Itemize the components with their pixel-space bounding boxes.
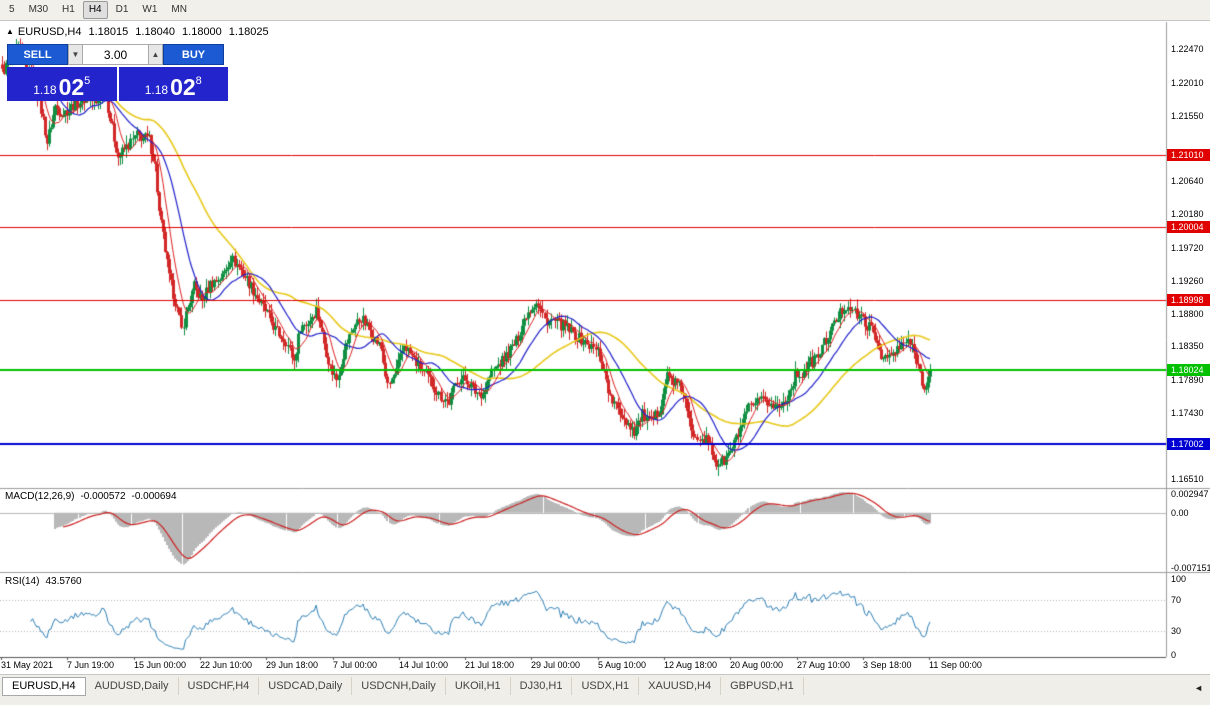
rsi-label: RSI(14): [5, 576, 40, 587]
timeframe-button-M30[interactable]: M30: [28, 4, 49, 15]
high-value: 1.18040: [135, 26, 176, 38]
chart-tab-usdchf-h4[interactable]: USDCHF,H4: [179, 677, 260, 695]
price-tick-label: 1.19260: [1171, 276, 1204, 286]
timeframe-button-MN[interactable]: MN: [171, 4, 187, 15]
price-tick-label: 1.22010: [1171, 78, 1204, 88]
time-axis-label: 29 Jul 00:00: [531, 660, 581, 670]
time-axis-label: 27 Aug 10:00: [797, 660, 851, 670]
sell-button[interactable]: SELL: [7, 44, 68, 65]
macd-main-value: -0.000572: [80, 491, 126, 502]
macd-indicator-header: MACD(12,26,9) -0.000572 -0.000694: [5, 491, 177, 502]
symbol-title: EURUSD,H4: [17, 26, 82, 38]
time-axis-label: 31 May 2021: [1, 660, 54, 670]
chart-tab-usdcad-daily[interactable]: USDCAD,Daily: [259, 677, 353, 695]
chart-tab-eurusd-h4[interactable]: EURUSD,H4: [2, 677, 86, 696]
time-axis-label: 21 Jul 18:00: [465, 660, 515, 670]
chart-symbol-header: ▲ EURUSD,H4 1.18015 1.18040 1.18000 1.18025: [6, 26, 269, 38]
price-line-badge: 1.21010: [1167, 149, 1210, 161]
time-axis-label: 22 Jun 10:00: [200, 660, 253, 670]
collapse-arrow-icon[interactable]: ▲: [6, 27, 14, 36]
price-line-badge: 1.17002: [1167, 438, 1210, 450]
rsi-axis-label: 30: [1171, 626, 1182, 636]
chart-tab-audusd-daily[interactable]: AUDUSD,Daily: [86, 677, 179, 695]
chart-tab-usdcnh-daily[interactable]: USDCNH,Daily: [352, 677, 446, 695]
buy-price-sup-digit: 8: [195, 75, 202, 87]
macd-signal-value: -0.000694: [131, 491, 177, 502]
chart-tab-dj30-h1[interactable]: DJ30,H1: [511, 677, 573, 695]
timeframe-button-H4[interactable]: H4: [82, 1, 108, 19]
chart-tab-usdx-h1[interactable]: USDX,H1: [572, 677, 640, 695]
time-axis-label: 20 Aug 00:00: [730, 660, 784, 670]
low-value: 1.18000: [182, 26, 222, 38]
close-value: 1.18025: [228, 26, 269, 38]
price-tick-label: 1.17430: [1171, 408, 1204, 418]
buy-price-prefix: 1.18: [144, 83, 169, 97]
chart-tab-xauusd-h4[interactable]: XAUUSD,H4: [639, 677, 722, 695]
buy-button[interactable]: BUY: [163, 44, 224, 65]
price-axis[interactable]: 1.22470 1.22010 1.21550 1.20640 1.20180 1.197…: [1167, 0, 1210, 672]
price-line-badge: 1.18998: [1167, 294, 1210, 306]
chart-tab-ukoil-h1[interactable]: UKOil,H1: [446, 677, 511, 695]
volume-input[interactable]: [83, 44, 148, 65]
macd-axis-label: -0.007151: [1171, 563, 1210, 573]
price-line-badge: 1.20004: [1167, 221, 1210, 233]
time-axis-label: 5 Aug 10:00: [598, 660, 647, 670]
price-line-badge: 1.18024: [1167, 364, 1210, 376]
time-axis-label: 14 Jul 10:00: [399, 660, 449, 670]
time-axis-label: 29 Jun 18:00: [266, 660, 319, 670]
price-tick-label: 1.17890: [1171, 375, 1204, 385]
price-tick-label: 1.16510: [1171, 474, 1204, 484]
price-tick-label: 1.20640: [1171, 176, 1204, 186]
time-axis-label: 7 Jun 19:00: [67, 660, 115, 670]
open-value: 1.18015: [88, 26, 129, 38]
buy-price-big-digits: 02: [170, 74, 196, 101]
price-tick-label: 1.21550: [1171, 111, 1204, 121]
chart-tabs-bar: EURUSD,H4 AUDUSD,Daily USDCHF,H4 USDCAD,Dai…: [0, 674, 1210, 705]
time-axis-label: 15 Jun 00:00: [134, 660, 187, 670]
sell-price-display[interactable]: 1.18 02 5: [7, 67, 117, 101]
time-axis-label: 7 Jul 00:00: [333, 660, 378, 670]
chart-tab-gbpusd-h1[interactable]: GBPUSD,H1: [721, 677, 804, 695]
price-tick-label: 1.22470: [1171, 44, 1204, 54]
price-tick-label: 1.20180: [1171, 209, 1204, 219]
price-tick-label: 1.19720: [1171, 243, 1204, 253]
timeframe-button-D1[interactable]: D1: [115, 4, 129, 15]
timeframe-button-5[interactable]: 5: [9, 4, 15, 15]
volume-increase-button[interactable]: ▲: [148, 44, 163, 65]
rsi-axis-label: 70: [1171, 595, 1182, 605]
time-axis-label: 12 Aug 18:00: [664, 660, 718, 670]
rsi-axis-label: 0: [1171, 650, 1177, 660]
price-tick-label: 1.18350: [1171, 341, 1204, 351]
macd-axis-label: 0.002947: [1171, 489, 1209, 499]
sell-price-sup-digit: 5: [84, 75, 91, 87]
volume-decrease-button[interactable]: ▼: [68, 44, 83, 65]
macd-axis-label: 0.00: [1171, 508, 1189, 518]
time-axis-label: 3 Sep 18:00: [863, 660, 912, 670]
timeframe-button-W1[interactable]: W1: [142, 4, 158, 15]
macd-label: MACD(12,26,9): [5, 491, 75, 502]
tab-scroll-left-icon[interactable]: ◄: [1194, 683, 1203, 693]
timeframe-toolbar: 5 M30 H1 H4 D1 W1 MN: [0, 0, 1210, 21]
rsi-value: 43.5760: [45, 576, 82, 587]
sell-price-big-digits: 02: [58, 74, 85, 101]
time-axis[interactable]: 31 May 2021 7 Jun 19:00 15 Jun 00:00 22 Jun…: [0, 660, 1166, 672]
timeframe-button-H1[interactable]: H1: [62, 4, 75, 15]
rsi-indicator-header: RSI(14) 43.5760: [5, 576, 82, 587]
rsi-axis-label: 100: [1171, 574, 1187, 584]
price-tick-label: 1.18800: [1171, 309, 1204, 319]
time-axis-label: 11 Sep 00:00: [929, 660, 982, 670]
sell-price-prefix: 1.18: [33, 83, 57, 97]
buy-price-display[interactable]: 1.18 02 8: [118, 67, 228, 101]
